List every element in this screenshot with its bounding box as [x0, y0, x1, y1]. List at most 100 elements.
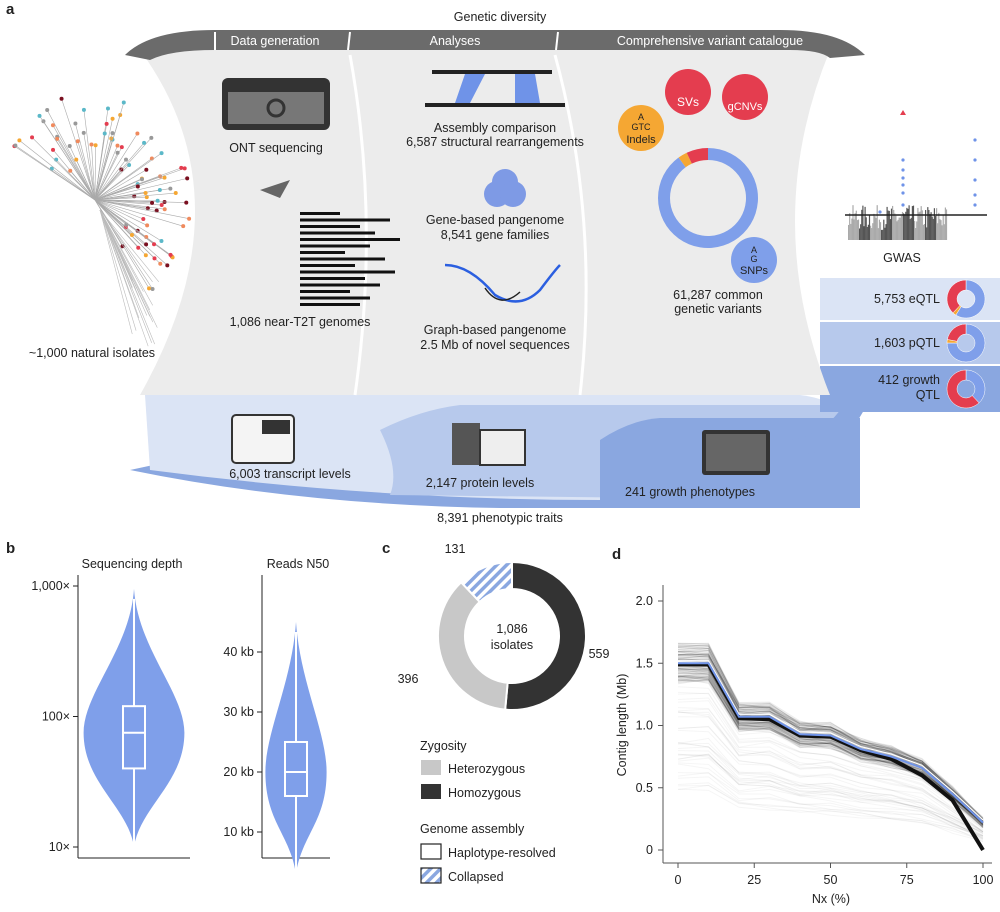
gwas-bar: [934, 215, 937, 240]
tree-tip: [68, 168, 73, 173]
gwas-point: [973, 138, 977, 142]
gwas-point: [878, 210, 882, 214]
tree-branch: [94, 178, 188, 201]
gwas-bar: [857, 219, 860, 240]
slice-label-heterozygous: 396: [398, 672, 419, 686]
gwas-bar: [875, 217, 877, 240]
read-line: [300, 257, 385, 261]
ont-sequencing-label: ONT sequencing: [229, 141, 323, 155]
individual-assembly-line: [677, 746, 984, 835]
tree-branch: [52, 125, 96, 201]
tree-branch: [94, 199, 190, 219]
tree-tip: [110, 131, 115, 136]
gwas-bar: [906, 207, 908, 240]
individual-assembly-line: [677, 642, 984, 822]
read-line: [300, 270, 395, 274]
tree-tip: [141, 217, 146, 222]
individual-assembly-line: [677, 676, 984, 829]
tree-tip: [159, 238, 164, 243]
gwas-bar: [862, 205, 864, 240]
tree-branch: [94, 167, 182, 201]
gwas-point: [901, 183, 905, 187]
tree-tip: [144, 242, 149, 247]
individual-assembly-line: [677, 653, 984, 821]
individual-assembly-line: [677, 670, 984, 823]
individual-assembly-line: [677, 647, 984, 824]
tree-branch: [94, 199, 153, 204]
individual-assembly-line: [677, 651, 984, 825]
legend-homozygous: Homozygous: [448, 786, 521, 800]
gwas-bar: [895, 215, 897, 240]
connector: [780, 366, 880, 455]
gwas-bar: [901, 211, 904, 240]
tree-tip: [142, 140, 147, 145]
gwas-bar: [912, 205, 915, 240]
indel-seq-alt: GTC: [632, 122, 651, 132]
individual-assembly-line: [677, 754, 984, 840]
tree-tip: [150, 286, 155, 291]
individual-assembly-line: [677, 753, 984, 837]
read-line: [300, 218, 390, 222]
panel-letter-d: d: [612, 546, 621, 563]
individual-assembly-line: [677, 700, 984, 827]
individual-assembly-line: [677, 784, 984, 842]
gwas-bar: [855, 210, 857, 240]
gwas-bar: [915, 228, 917, 240]
individual-assembly-line: [677, 785, 984, 841]
individual-assembly-line: [677, 776, 984, 839]
gwas-bar: [859, 228, 861, 240]
individual-assembly-line: [677, 643, 984, 818]
gwas-bar: [942, 215, 944, 240]
tree-tip: [152, 256, 157, 261]
individual-assembly-line: [677, 646, 984, 821]
legend-collapsed: Collapsed: [448, 870, 504, 884]
gwas-bar: [914, 221, 916, 240]
section-data-generation: Data generation: [231, 34, 320, 48]
donut-center-label: isolates: [491, 638, 533, 652]
gwas-bar: [876, 205, 878, 240]
tree-branch: [61, 98, 96, 201]
gwas-bar: [930, 212, 932, 240]
tree-branch: [94, 192, 176, 201]
transcript-instrument-icon: [231, 414, 295, 464]
tree-tip: [185, 176, 190, 181]
read-line: [300, 225, 360, 228]
tree-branch: [94, 133, 106, 201]
gwas-bar: [884, 227, 886, 240]
tree-tip: [184, 200, 189, 205]
read-line: [300, 296, 370, 300]
pqtl-label: 1,603 pQTL: [874, 336, 940, 350]
gwas-bar: [923, 224, 926, 240]
gwas-bar: [849, 213, 851, 240]
individual-assembly-line: [677, 666, 984, 822]
tree-tip: [124, 157, 129, 162]
gwas-bar: [936, 208, 938, 240]
gwas-bar: [856, 220, 858, 240]
y-tick-label: 40 kb: [223, 645, 254, 659]
gwas-bar: [883, 219, 885, 240]
gwas-bar: [925, 210, 927, 240]
series-line-mean: [678, 662, 984, 824]
tree-tip: [121, 100, 126, 105]
y-tick-label: 10×: [49, 840, 70, 854]
panel-letter-a: a: [6, 1, 15, 18]
y-tick-label: 1,000×: [31, 579, 70, 593]
tree-branch: [94, 199, 139, 248]
gwas-bar: [873, 213, 875, 240]
violin-plots: 1,000× 100× 10× 40 kb 30 kb 20 kb 10 kb: [31, 575, 330, 874]
individual-assembly-line: [677, 643, 984, 822]
read-line: [300, 283, 380, 287]
gwas-bar: [919, 211, 921, 240]
individual-assembly-line: [677, 697, 984, 829]
individual-assembly-line: [677, 651, 984, 821]
tree-branch: [94, 178, 143, 201]
tree-tip: [51, 147, 56, 152]
gwas-point: [901, 191, 905, 195]
gwas-bar: [897, 219, 899, 240]
legend-swatch-haplotype: [420, 843, 442, 860]
y-tick-label: 20 kb: [223, 765, 254, 779]
y-tick-label: 100×: [42, 710, 70, 724]
gwas-bar: [892, 205, 894, 240]
tree-branch: [94, 192, 146, 201]
box: [284, 741, 308, 797]
